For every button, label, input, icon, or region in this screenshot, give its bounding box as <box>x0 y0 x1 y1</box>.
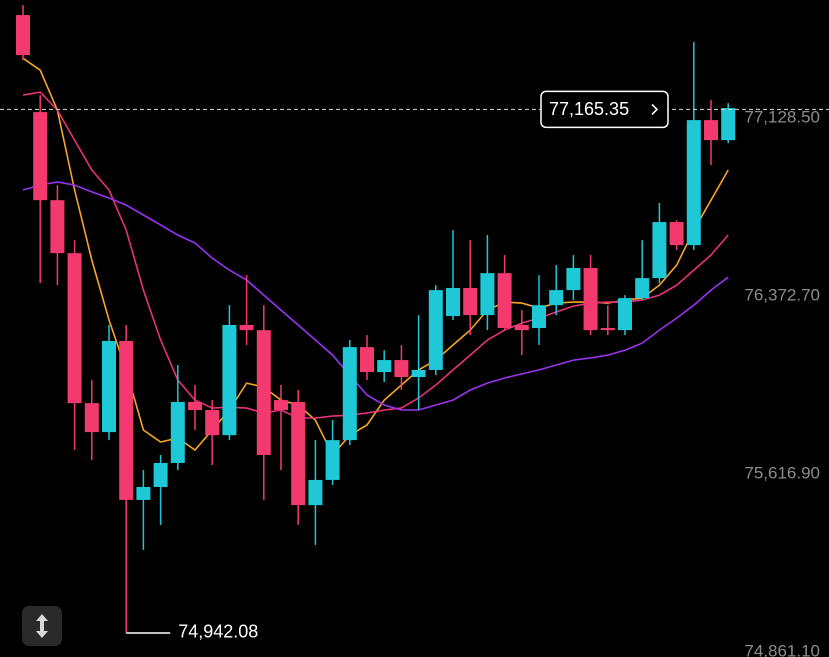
candle-body <box>532 305 546 329</box>
candle-body <box>222 324 237 436</box>
candle-body <box>721 108 736 141</box>
candle-body <box>411 369 426 378</box>
candle-body <box>188 401 202 410</box>
candle-body <box>136 486 151 500</box>
last-price-box <box>540 90 669 129</box>
candle-body <box>704 120 718 141</box>
last-price-label: 77,165.35 <box>549 99 629 119</box>
candle-body <box>428 290 443 370</box>
candles <box>16 5 736 633</box>
candle-body <box>119 340 134 500</box>
candle-body <box>102 340 116 433</box>
arrows-icon <box>36 614 48 638</box>
candle-body <box>325 440 340 480</box>
candle-body <box>291 401 306 506</box>
candle-body <box>446 287 460 317</box>
candle-body <box>342 347 357 441</box>
low-marker-label: 74,942.08 <box>178 622 258 642</box>
candle-body <box>274 400 288 410</box>
candle-body <box>239 324 254 331</box>
candle-body <box>549 290 564 306</box>
ma-line <box>22 181 729 411</box>
candle-body <box>153 462 168 487</box>
candle-body <box>377 360 392 373</box>
overlay: 77,165.35 74,942.08 <box>0 90 829 642</box>
moving-averages <box>22 57 729 457</box>
candle-body <box>463 287 478 316</box>
candle-body <box>686 120 701 246</box>
candle-body <box>652 222 667 279</box>
candle-body <box>33 112 48 201</box>
candle-body <box>618 298 632 331</box>
candle-body <box>583 267 598 331</box>
chevron-icon <box>651 103 659 115</box>
candle-body <box>256 330 271 455</box>
candle-body <box>394 360 409 378</box>
y-tick-label: 77,128.50 <box>744 108 820 127</box>
candle-body <box>600 328 615 331</box>
y-tick-label: 74,861.10 <box>744 642 820 657</box>
candle-body <box>308 479 323 506</box>
scale-toggle-button[interactable] <box>22 606 62 646</box>
candle-body <box>635 278 650 299</box>
y-tick-label: 75,616.90 <box>744 464 820 483</box>
ma-line <box>22 91 729 419</box>
candle-body <box>50 200 65 254</box>
candle-body <box>480 273 495 316</box>
candle-body <box>84 403 99 433</box>
candle-body <box>497 273 512 329</box>
candle-body <box>205 409 220 436</box>
y-axis: 77,128.50 76,372.70 75,616.90 74,861.10 <box>744 108 820 657</box>
candle-body <box>669 222 684 246</box>
candle-body <box>170 401 185 463</box>
y-tick-label: 76,372.70 <box>744 286 820 305</box>
candle-body <box>566 267 581 291</box>
candle-body <box>360 347 374 373</box>
candle-body <box>16 15 30 56</box>
candle-body <box>67 253 82 404</box>
candle-body <box>514 324 529 331</box>
